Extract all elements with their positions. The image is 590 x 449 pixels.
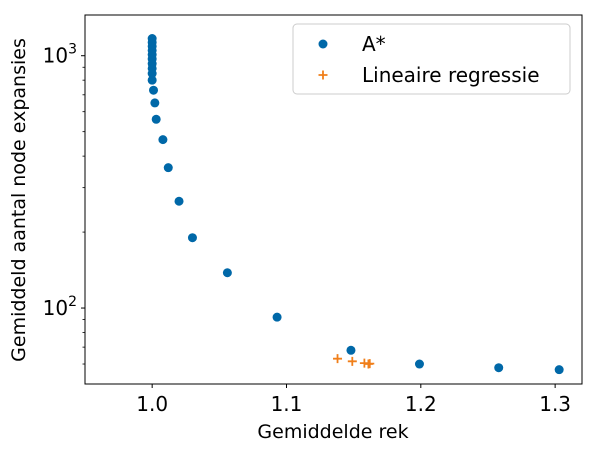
point-a-star [414, 359, 424, 369]
point-a-star [187, 233, 197, 243]
y-axis-label: Gemiddeld aantal node expansies [8, 38, 30, 362]
point-a-star [494, 363, 504, 373]
x-tick-label: 1.1 [271, 392, 303, 416]
point-a-star [150, 98, 160, 108]
point-a-star [163, 163, 173, 173]
legend-box [292, 23, 571, 95]
y-tick-label: 102 [43, 294, 77, 320]
y-tick-label: 103 [43, 42, 77, 68]
legend-label-a-star: A* [362, 32, 386, 56]
point-a-star [147, 75, 157, 85]
legend: A* Lineaire regressie [292, 23, 571, 95]
plot-frame [84, 14, 583, 385]
legend-label-lineaire-regressie: Lineaire regressie [362, 63, 540, 87]
x-tick-label: 1.0 [136, 392, 168, 416]
point-a-star [147, 69, 157, 79]
point-a-star [151, 114, 161, 124]
point-a-star [272, 312, 282, 322]
x-axis-ticks: 1.0 1.1 1.2 1.3 [136, 384, 571, 416]
point-a-star [174, 196, 184, 206]
point-a-star [346, 345, 356, 355]
x-tick-label: 1.3 [539, 392, 571, 416]
point-a-star [158, 135, 168, 145]
point-a-star [149, 85, 159, 95]
point-a-star [222, 268, 232, 278]
point-lineaire-regressie [347, 356, 357, 366]
point-lineaire-regressie [365, 359, 375, 369]
legend-marker-a-star [318, 39, 328, 49]
legend-marker-lineaire-regressie [318, 70, 328, 80]
point-a-star [554, 365, 564, 375]
data-points [147, 34, 564, 375]
point-lineaire-regressie [333, 354, 343, 364]
x-tick-label: 1.2 [405, 392, 437, 416]
x-axis-label: Gemiddelde rek [257, 421, 408, 443]
y-axis-ticks: 102 103 [43, 42, 85, 365]
